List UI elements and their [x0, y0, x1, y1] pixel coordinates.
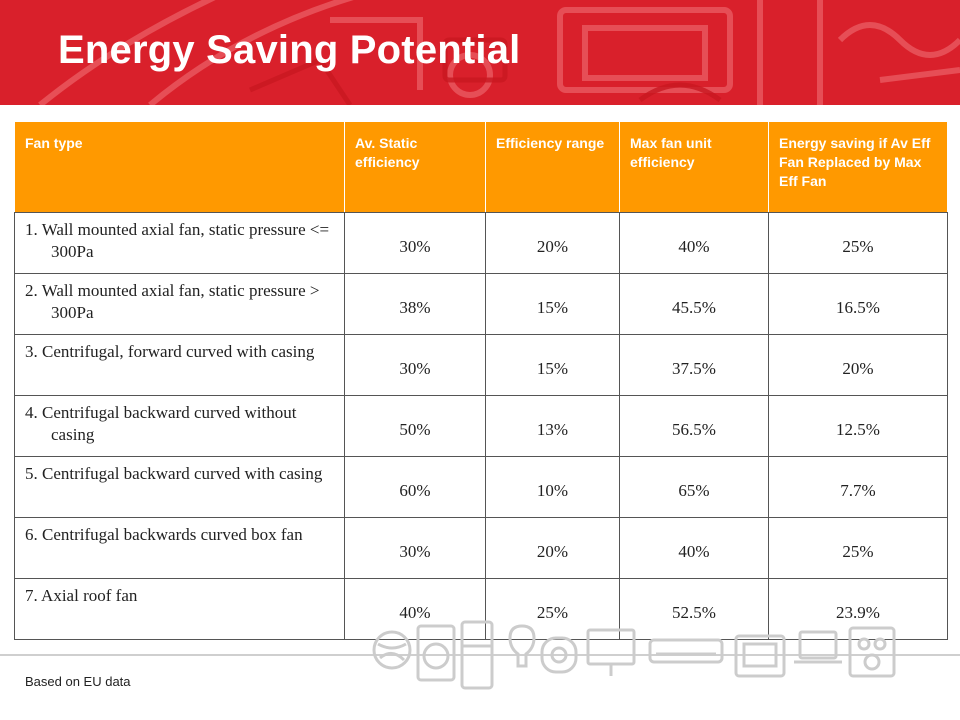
- title-banner: Energy Saving Potential: [0, 0, 960, 105]
- energy-saving-table: Fan type Av. Static efficiency Efficienc…: [14, 121, 948, 640]
- energy-saving-cell: 23.9%: [768, 578, 948, 640]
- laptop-icon: [798, 630, 838, 660]
- av-static-efficiency-cell: 50%: [344, 395, 486, 457]
- lightbulb-icon: [508, 624, 536, 668]
- efficiency-range-cell: 15%: [485, 273, 620, 335]
- table-row: 7. Axial roof fan 40% 25% 52.5% 23.9%: [14, 578, 948, 640]
- max-efficiency-cell: 52.5%: [619, 578, 769, 640]
- table-row: 2. Wall mounted axial fan, static pressu…: [14, 273, 948, 335]
- efficiency-range-cell: 15%: [485, 334, 620, 396]
- energy-saving-cell: 12.5%: [768, 395, 948, 457]
- max-efficiency-cell: 45.5%: [619, 273, 769, 335]
- av-static-efficiency-cell: 30%: [344, 212, 486, 274]
- energy-saving-cell: 7.7%: [768, 456, 948, 518]
- globe-icon: [372, 630, 412, 670]
- av-static-efficiency-cell: 30%: [344, 517, 486, 579]
- efficiency-range-cell: 20%: [485, 517, 620, 579]
- oven-icon: [734, 634, 786, 678]
- av-static-efficiency-cell: 38%: [344, 273, 486, 335]
- slide-title: Energy Saving Potential: [58, 28, 521, 72]
- fan-type-cell: 4. Centrifugal backward curved without c…: [14, 395, 345, 457]
- source-note: Based on EU data: [25, 674, 131, 689]
- fan-type-cell: 2. Wall mounted axial fan, static pressu…: [14, 273, 345, 335]
- fan-type-cell: 3. Centrifugal, forward curved with casi…: [14, 334, 345, 396]
- efficiency-range-cell: 20%: [485, 212, 620, 274]
- monitor-icon: [586, 628, 636, 666]
- header-efficiency-range: Efficiency range: [485, 121, 620, 213]
- fridge-icon: [460, 620, 494, 690]
- washing-machine-icon: [416, 624, 456, 682]
- header-max-fan-unit-efficiency: Max fan unit efficiency: [619, 121, 769, 213]
- max-efficiency-cell: 40%: [619, 517, 769, 579]
- efficiency-range-cell: 25%: [485, 578, 620, 640]
- banner-appliance-icons: [38, 0, 960, 105]
- max-efficiency-cell: 37.5%: [619, 334, 769, 396]
- fan-type-cell: 5. Centrifugal backward curved with casi…: [14, 456, 345, 518]
- header-energy-saving: Energy saving if Av Eff Fan Replaced by …: [768, 121, 948, 213]
- air-conditioner-icon: [648, 638, 724, 664]
- av-static-efficiency-cell: 30%: [344, 334, 486, 396]
- table-row: 6. Centrifugal backwards curved box fan …: [14, 517, 948, 579]
- max-efficiency-cell: 40%: [619, 212, 769, 274]
- efficiency-range-cell: 10%: [485, 456, 620, 518]
- fan-type-cell: 1. Wall mounted axial fan, static pressu…: [14, 212, 345, 274]
- max-efficiency-cell: 56.5%: [619, 395, 769, 457]
- table-row: 1. Wall mounted axial fan, static pressu…: [14, 212, 948, 274]
- av-static-efficiency-cell: 60%: [344, 456, 486, 518]
- header-av-static-efficiency: Av. Static efficiency: [344, 121, 486, 213]
- fan-type-cell: 6. Centrifugal backwards curved box fan: [14, 517, 345, 579]
- fan-type-cell: 7. Axial roof fan: [14, 578, 345, 640]
- energy-saving-cell: 25%: [768, 212, 948, 274]
- motor-icon: [540, 636, 578, 674]
- footer-appliance-icons: [372, 620, 896, 690]
- footer-divider: [0, 654, 960, 656]
- energy-saving-cell: 16.5%: [768, 273, 948, 335]
- table-header-row: Fan type Av. Static efficiency Efficienc…: [14, 121, 948, 213]
- table-row: 5. Centrifugal backward curved with casi…: [14, 456, 948, 518]
- cooker-icon: [848, 626, 896, 678]
- max-efficiency-cell: 65%: [619, 456, 769, 518]
- efficiency-range-cell: 13%: [485, 395, 620, 457]
- table-row: 3. Centrifugal, forward curved with casi…: [14, 334, 948, 396]
- energy-saving-cell: 20%: [768, 334, 948, 396]
- table-row: 4. Centrifugal backward curved without c…: [14, 395, 948, 457]
- header-fan-type: Fan type: [14, 121, 345, 213]
- energy-saving-cell: 25%: [768, 517, 948, 579]
